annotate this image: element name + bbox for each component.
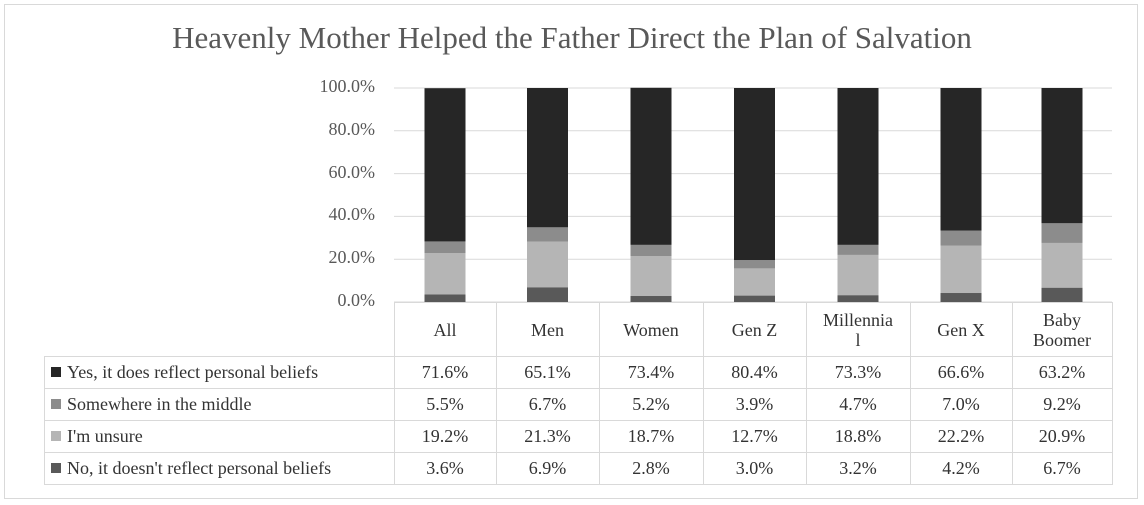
category-label: Women <box>598 302 704 357</box>
series-name: I'm unsure <box>67 426 143 446</box>
data-label: 6.9% <box>495 452 600 485</box>
bar-segment <box>424 294 466 302</box>
legend-key <box>51 366 61 377</box>
data-label: 73.3% <box>805 356 911 389</box>
legend-key <box>51 462 61 473</box>
bar-segment <box>734 268 775 296</box>
y-tick-label: 40.0% <box>328 204 376 225</box>
legend-entry: I'm unsure <box>44 420 395 453</box>
bar-segment <box>630 87 672 245</box>
data-label: 21.3% <box>495 420 600 453</box>
table-row: Yes, it does reflect personal beliefs 71.… <box>44 356 1113 389</box>
data-label: 19.2% <box>393 420 497 453</box>
bar-segment <box>1041 223 1083 243</box>
data-label: 2.8% <box>598 452 704 485</box>
bar-segment <box>940 230 982 246</box>
bar-segment <box>527 241 568 288</box>
data-label: 3.2% <box>805 452 911 485</box>
category-label: Gen Z <box>702 302 807 357</box>
data-label: 71.6% <box>393 356 497 389</box>
data-label: 3.0% <box>702 452 807 485</box>
data-label: 12.7% <box>702 420 807 453</box>
data-label: 80.4% <box>702 356 807 389</box>
legend-entry: Yes, it does reflect personal beliefs <box>44 356 395 389</box>
legend-key <box>51 430 61 441</box>
bar-segment <box>837 254 879 296</box>
bar-segment <box>734 260 775 269</box>
data-label: 18.8% <box>805 420 911 453</box>
category-label: Men <box>495 302 600 357</box>
table-row: I'm unsure 19.2% 21.3% 18.7% 12.7% 18.8% 22.2%… <box>44 420 1113 453</box>
bar-segment <box>940 293 982 302</box>
series-name: Yes, it does reflect personal beliefs <box>67 362 319 382</box>
data-label: 63.2% <box>1011 356 1113 389</box>
data-label: 6.7% <box>1011 452 1113 485</box>
legend-entry: No, it doesn't reflect personal beliefs <box>44 452 395 485</box>
y-tick-label: 100.0% <box>319 76 376 96</box>
data-label: 9.2% <box>1011 388 1113 421</box>
category-label: Baby Boomer <box>1011 302 1113 357</box>
bar-segment <box>837 88 879 245</box>
data-label: 7.0% <box>909 388 1013 421</box>
data-label: 20.9% <box>1011 420 1113 453</box>
bar-segment <box>527 88 568 228</box>
y-tick-label: 20.0% <box>328 247 376 268</box>
bar-segment <box>630 296 672 302</box>
bar-segment <box>527 227 568 242</box>
data-label: 6.7% <box>495 388 600 421</box>
legend-key <box>51 398 61 409</box>
data-table: All Men Women Gen Z Millennia l Gen X Baby Boome… <box>44 302 1113 485</box>
data-label: 5.5% <box>393 388 497 421</box>
bar-segment <box>424 253 466 295</box>
series-name: No, it doesn't reflect personal beliefs <box>67 458 332 478</box>
bar-segment <box>837 244 879 255</box>
bar-segment <box>940 88 982 231</box>
table-row: Somewhere in the middle 5.5% 6.7% 5.2% 3.9% 4… <box>44 388 1113 421</box>
bar-segment <box>1041 88 1083 224</box>
data-label: 18.7% <box>598 420 704 453</box>
legend-entry: Somewhere in the middle <box>44 388 395 421</box>
data-label: 65.1% <box>495 356 600 389</box>
bar-segment <box>424 241 466 254</box>
category-label: Millennia l <box>805 302 911 357</box>
data-label: 66.6% <box>909 356 1013 389</box>
bar-segment <box>1041 287 1083 302</box>
series-name: Somewhere in the middle <box>67 394 252 414</box>
data-label: 73.4% <box>598 356 704 389</box>
bar-segment <box>424 88 466 242</box>
bar-segment <box>630 255 672 297</box>
bar-segment <box>527 287 568 302</box>
category-label: All <box>393 302 497 357</box>
data-label: 22.2% <box>909 420 1013 453</box>
bar-segment <box>1041 242 1083 288</box>
data-label: 5.2% <box>598 388 704 421</box>
data-label: 3.6% <box>393 452 497 485</box>
y-tick-label: 80.0% <box>328 118 376 139</box>
bar-segment <box>837 295 879 302</box>
bar-segment <box>940 245 982 294</box>
table-row: No, it doesn't reflect personal beliefs 3… <box>44 452 1113 485</box>
y-tick-label: 60.0% <box>328 161 376 182</box>
data-label: 4.2% <box>909 452 1013 485</box>
data-label: 4.7% <box>805 388 911 421</box>
data-label: 3.9% <box>702 388 807 421</box>
table-corner <box>44 302 395 357</box>
category-label: Gen X <box>909 302 1013 357</box>
bar-segment <box>734 295 775 302</box>
bar-segment <box>734 88 775 261</box>
bar-segment <box>630 244 672 256</box>
chart-title: Heavenly Mother Helped the Father Direct… <box>172 20 972 55</box>
